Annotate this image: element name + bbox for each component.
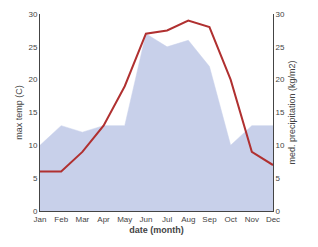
svg-text:Oct: Oct [224,215,237,224]
svg-text:10: 10 [276,141,285,150]
svg-text:25: 25 [276,43,285,52]
svg-text:Sep: Sep [202,215,217,224]
svg-text:30: 30 [28,10,37,19]
svg-text:Mar: Mar [75,215,89,224]
svg-text:15: 15 [276,108,285,117]
svg-text:Feb: Feb [54,215,68,224]
svg-text:25: 25 [28,43,37,52]
svg-text:Dec: Dec [266,215,280,224]
svg-text:0: 0 [276,207,281,216]
svg-text:May: May [117,215,132,224]
svg-text:Apr: Apr [97,215,110,224]
svg-text:0: 0 [33,207,38,216]
svg-text:5: 5 [276,174,281,183]
svg-text:Jun: Jun [139,215,152,224]
svg-text:Aug: Aug [181,215,195,224]
svg-text:5: 5 [33,174,38,183]
svg-text:10: 10 [28,141,37,150]
svg-text:Nov: Nov [245,215,259,224]
svg-text:15: 15 [28,108,37,117]
svg-text:30: 30 [276,10,285,19]
svg-text:max temp (C): max temp (C) [14,85,24,140]
svg-text:Jan: Jan [34,215,47,224]
svg-text:20: 20 [28,75,37,84]
svg-text:20: 20 [276,75,285,84]
svg-text:med. precipitation (kg/m2): med. precipitation (kg/m2) [287,60,297,164]
svg-text:Jul: Jul [162,215,172,224]
svg-text:date (month): date (month) [129,225,184,235]
